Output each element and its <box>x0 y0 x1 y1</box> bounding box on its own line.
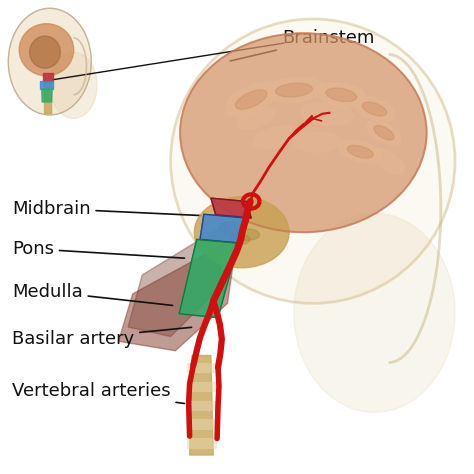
Text: Basilar artery: Basilar artery <box>12 328 191 348</box>
Ellipse shape <box>373 148 404 174</box>
Ellipse shape <box>263 77 325 103</box>
Ellipse shape <box>180 33 427 232</box>
Ellipse shape <box>326 88 357 101</box>
Ellipse shape <box>301 102 353 125</box>
Polygon shape <box>187 438 216 448</box>
Ellipse shape <box>19 24 74 76</box>
Polygon shape <box>187 363 216 372</box>
Ellipse shape <box>9 9 91 115</box>
Ellipse shape <box>50 52 97 118</box>
Ellipse shape <box>374 126 394 140</box>
Ellipse shape <box>367 120 401 145</box>
Polygon shape <box>128 223 228 337</box>
Ellipse shape <box>237 108 275 129</box>
Polygon shape <box>43 73 53 81</box>
Ellipse shape <box>253 126 297 149</box>
Polygon shape <box>211 198 251 218</box>
Ellipse shape <box>275 83 312 97</box>
Ellipse shape <box>294 132 341 152</box>
Ellipse shape <box>316 83 367 107</box>
Polygon shape <box>118 237 237 351</box>
Ellipse shape <box>29 36 61 68</box>
Ellipse shape <box>362 102 387 116</box>
Ellipse shape <box>219 222 246 235</box>
Ellipse shape <box>225 82 278 117</box>
Polygon shape <box>187 401 216 410</box>
Ellipse shape <box>294 213 455 412</box>
Polygon shape <box>190 356 213 455</box>
Text: Midbrain: Midbrain <box>12 200 201 218</box>
Ellipse shape <box>338 140 382 163</box>
Polygon shape <box>179 239 238 318</box>
Text: Medulla: Medulla <box>12 283 173 305</box>
Text: Brainstem: Brainstem <box>230 29 374 61</box>
Polygon shape <box>187 382 216 391</box>
Ellipse shape <box>228 234 250 245</box>
Ellipse shape <box>233 229 260 241</box>
Ellipse shape <box>347 146 374 158</box>
Ellipse shape <box>354 97 395 121</box>
Polygon shape <box>187 419 216 429</box>
Ellipse shape <box>194 197 289 268</box>
Polygon shape <box>200 214 246 243</box>
Polygon shape <box>44 73 52 114</box>
Polygon shape <box>42 89 52 102</box>
Text: Pons: Pons <box>12 240 184 258</box>
Ellipse shape <box>171 19 455 303</box>
Text: Vertebral arteries: Vertebral arteries <box>12 382 184 403</box>
Ellipse shape <box>236 90 267 109</box>
Polygon shape <box>40 81 53 89</box>
